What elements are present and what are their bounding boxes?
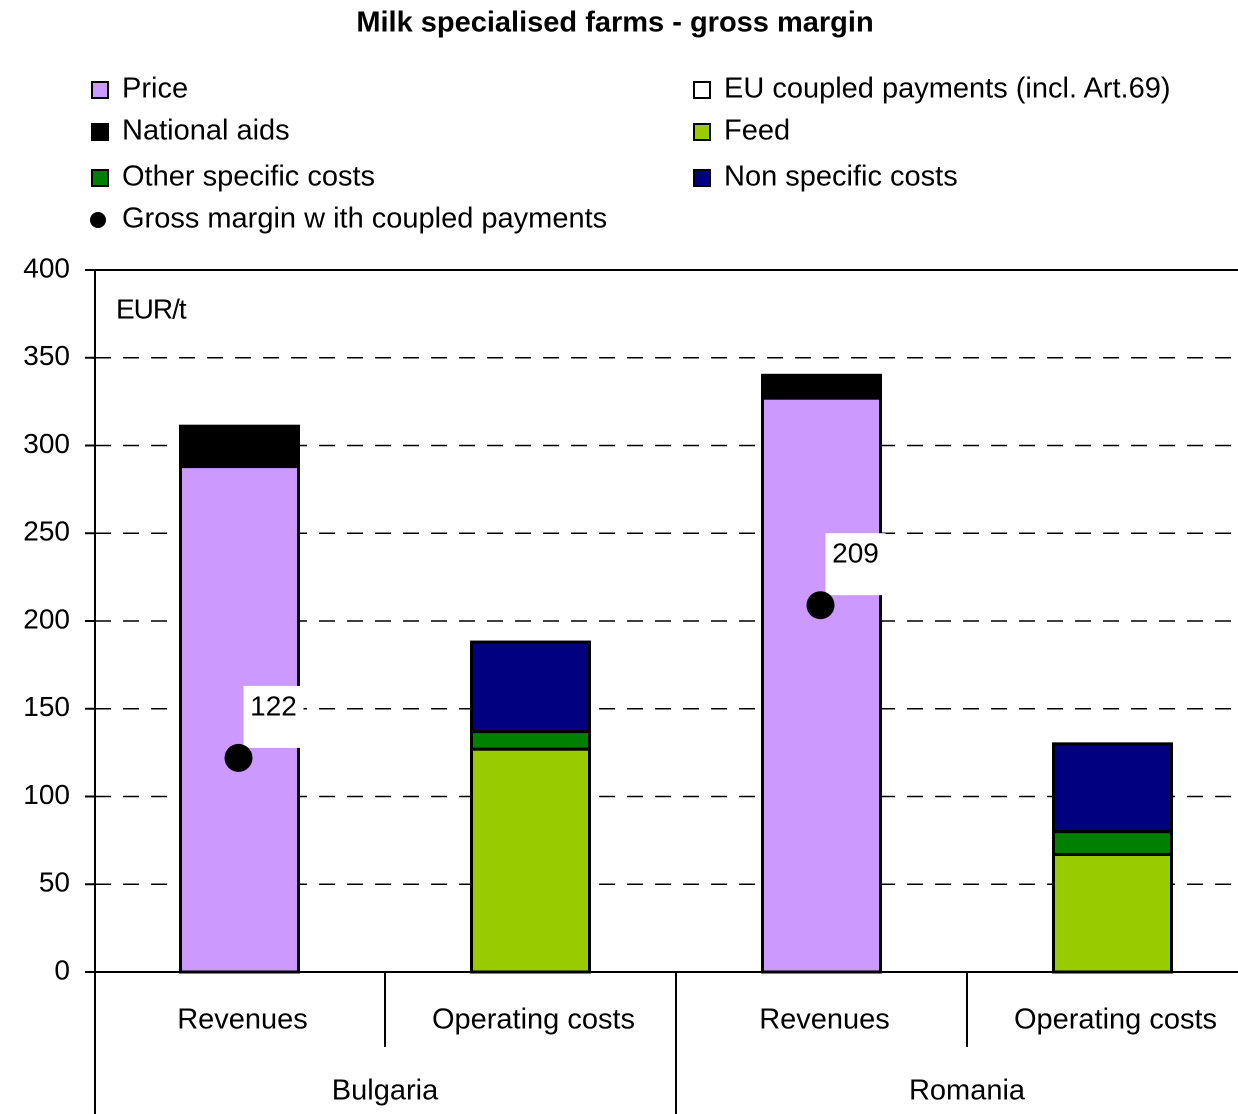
- y-tick-label: 50: [39, 867, 70, 898]
- legend-label: Gross margin w ith coupled payments: [122, 203, 607, 235]
- bar-segment: [1052, 852, 1173, 974]
- legend-swatch: [693, 123, 711, 141]
- legend-label: EU coupled payments (incl. Art.69): [724, 73, 1170, 105]
- legend-label: Price: [122, 73, 188, 105]
- legend-swatch: [693, 81, 711, 99]
- legend-label: Other specific costs: [122, 161, 375, 193]
- data-label-box: [243, 685, 304, 748]
- legend-marker: [90, 212, 106, 228]
- x-tick-label: Revenues: [759, 1004, 890, 1036]
- y-tick-label: 350: [23, 340, 70, 371]
- group-label: Romania: [909, 1075, 1026, 1107]
- bar-segment: [761, 396, 882, 974]
- legend-label: Feed: [724, 115, 790, 147]
- x-tick-label: Operating costs: [432, 1004, 635, 1036]
- legend-label: National aids: [122, 115, 290, 147]
- y-tick-label: 300: [23, 428, 70, 459]
- x-tick-label: Operating costs: [1014, 1004, 1217, 1036]
- legend-label: Non specific costs: [724, 161, 958, 193]
- bar-segment: [470, 747, 591, 974]
- y-tick-label: 0: [54, 954, 70, 985]
- bar-segment: [1052, 830, 1173, 856]
- y-tick-label: 200: [23, 603, 70, 634]
- legend-swatch: [91, 169, 109, 187]
- bar-segment: [1052, 742, 1173, 834]
- y-axis-label: EUR/t: [116, 293, 187, 324]
- chart-title: Milk specialised farms - gross margin: [356, 7, 873, 39]
- y-tick-label: 150: [23, 691, 70, 722]
- legend-swatch: [91, 81, 109, 99]
- y-tick-label: 250: [23, 516, 70, 547]
- group-label: Bulgaria: [332, 1075, 439, 1107]
- marker: [224, 743, 253, 772]
- data-label-box: [825, 533, 886, 596]
- bar-segment: [470, 730, 591, 751]
- bar-segment: [761, 373, 882, 400]
- bar-segment: [179, 424, 300, 469]
- x-tick-label: Revenues: [177, 1004, 308, 1036]
- y-tick-label: 100: [23, 779, 70, 810]
- data-label: 209: [832, 538, 879, 569]
- legend-swatch: [693, 169, 711, 187]
- bar-segment: [470, 640, 591, 734]
- data-label: 122: [250, 690, 297, 721]
- legend-swatch: [91, 123, 109, 141]
- y-tick-label: 400: [23, 252, 70, 283]
- marker: [806, 591, 835, 620]
